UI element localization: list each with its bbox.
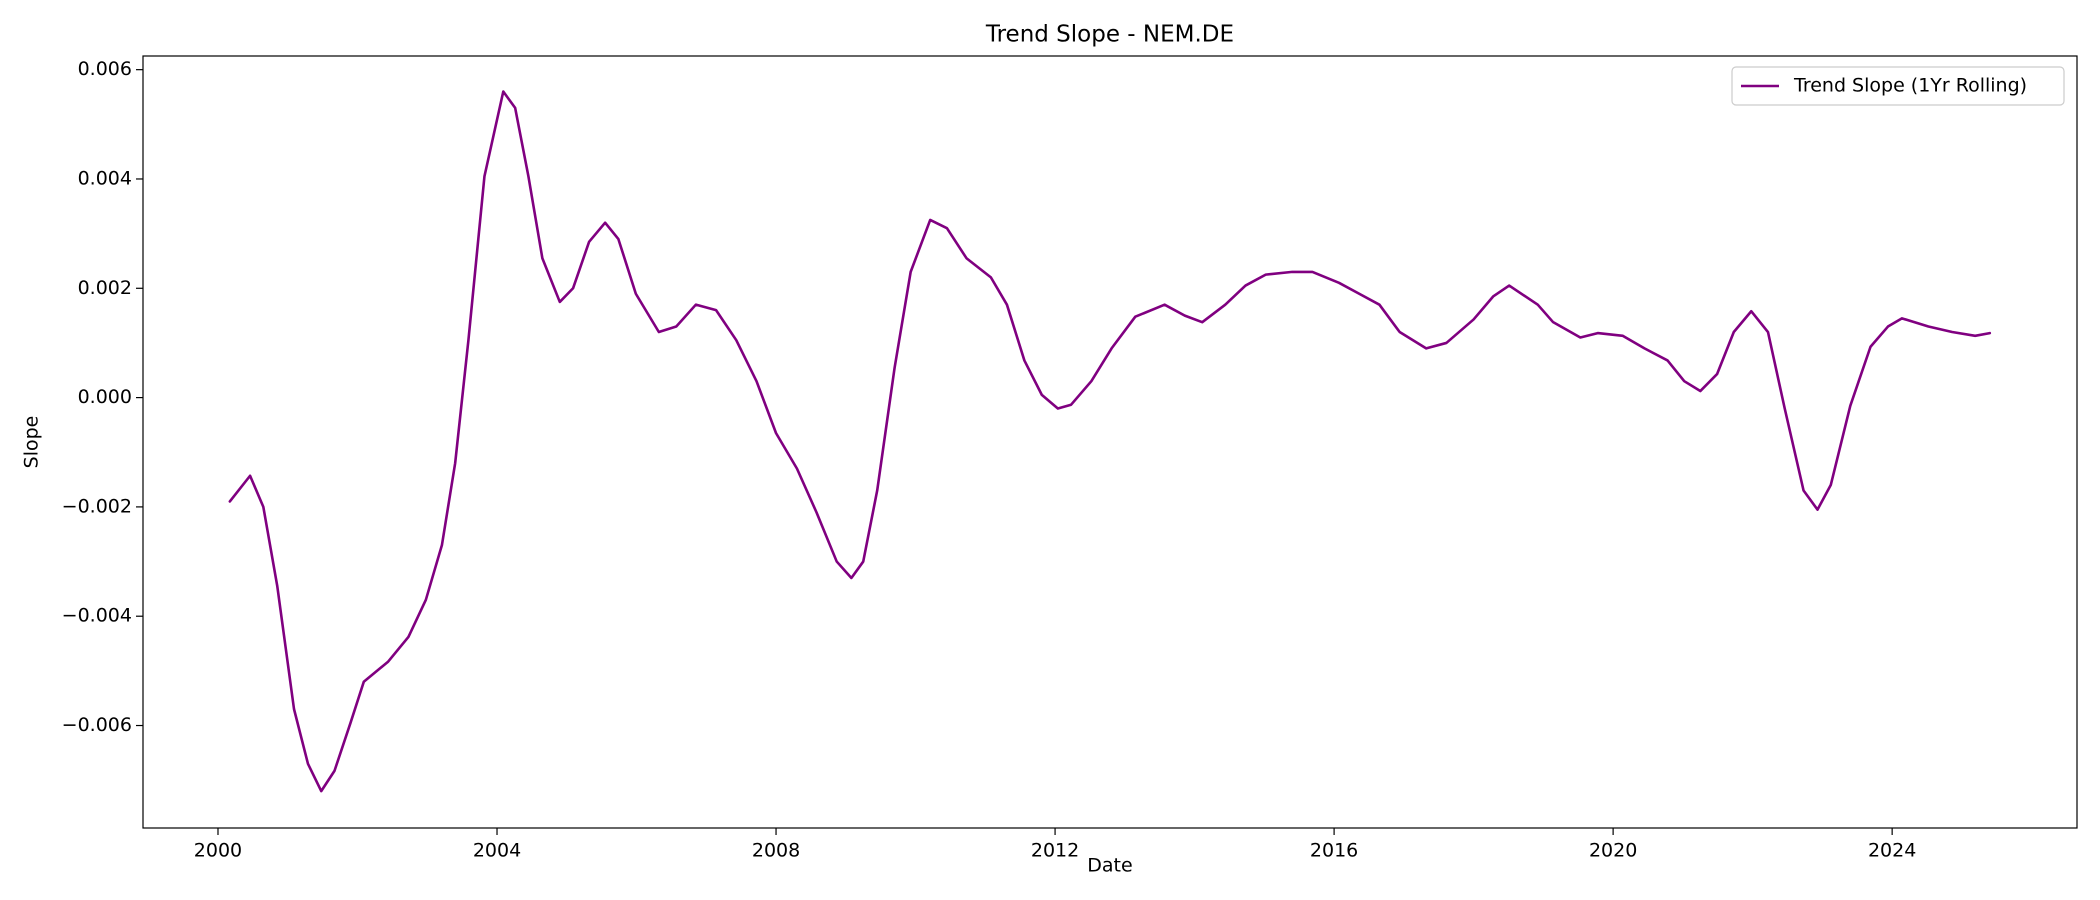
x-tick-label: 2012 bbox=[1031, 840, 1079, 862]
y-tick-label: 0.000 bbox=[78, 386, 132, 408]
y-axis-label: Slope bbox=[21, 416, 43, 469]
x-tick-label: 2020 bbox=[1589, 840, 1637, 862]
y-tick-label: 0.004 bbox=[78, 167, 132, 189]
line-series bbox=[228, 90, 1992, 793]
x-axis-label: Date bbox=[1087, 855, 1132, 877]
x-tick-label: 2024 bbox=[1868, 840, 1916, 862]
y-tick-label: −0.002 bbox=[62, 495, 132, 517]
legend-label: Trend Slope (1Yr Rolling) bbox=[1793, 75, 2027, 97]
y-tick-label: −0.004 bbox=[62, 605, 132, 627]
x-tick-label: 2016 bbox=[1310, 840, 1358, 862]
legend: Trend Slope (1Yr Rolling) bbox=[1731, 66, 2065, 106]
legend-box bbox=[1731, 66, 2065, 106]
y-tick-label: −0.006 bbox=[62, 714, 132, 736]
x-tick-label: 2000 bbox=[194, 840, 242, 862]
axes-frame bbox=[142, 55, 2078, 829]
x-tick-label: 2004 bbox=[473, 840, 521, 862]
x-tick-label: 2008 bbox=[752, 840, 800, 862]
y-tick-label: 0.002 bbox=[78, 277, 132, 299]
y-tick-label: 0.006 bbox=[78, 58, 132, 80]
chart-title: Trend Slope - NEM.DE bbox=[985, 22, 1234, 48]
